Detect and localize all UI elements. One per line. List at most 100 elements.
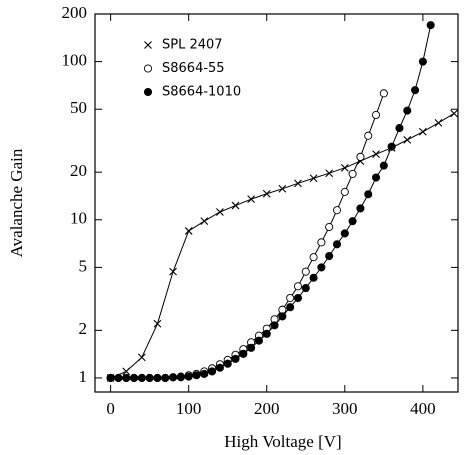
plot-frame <box>94 13 459 393</box>
y-tick-label: 2 <box>79 319 88 338</box>
marker-filled <box>231 354 240 363</box>
marker-open <box>348 169 357 178</box>
x-axis-label: High Voltage [V] <box>224 432 341 451</box>
marker-filled <box>340 229 349 238</box>
y-tick-label: 100 <box>62 51 88 70</box>
x-tick-label: 300 <box>332 399 358 418</box>
marker-filled <box>143 87 153 97</box>
marker-open <box>301 267 310 276</box>
marker-x <box>403 135 412 144</box>
marker-x <box>294 179 302 188</box>
marker-filled <box>106 373 115 382</box>
marker-x <box>418 127 427 136</box>
marker-filled <box>122 373 131 382</box>
marker-filled <box>426 21 435 30</box>
marker-x <box>262 189 271 198</box>
marker-open <box>364 131 373 140</box>
marker-x <box>153 319 162 328</box>
marker-filled <box>371 173 381 182</box>
marker-x <box>169 267 177 276</box>
marker-filled <box>278 312 287 321</box>
marker-x <box>372 150 380 159</box>
marker-filled <box>301 284 310 293</box>
marker-filled <box>161 373 170 382</box>
marker-x <box>450 109 458 118</box>
marker-filled <box>356 204 365 213</box>
marker-open <box>379 89 388 98</box>
legend-label: S8664-55 <box>162 61 225 76</box>
marker-filled <box>332 240 342 249</box>
marker-filled <box>254 336 263 345</box>
marker-filled <box>129 373 139 382</box>
marker-x <box>325 169 334 178</box>
y-tick-label: 5 <box>79 256 88 275</box>
marker-open <box>293 282 303 291</box>
marker-open <box>317 238 326 247</box>
x-tick-label: 200 <box>254 399 280 418</box>
marker-filled <box>223 359 232 368</box>
marker-x <box>184 227 193 235</box>
marker-x <box>340 163 349 172</box>
marker-x <box>278 184 287 193</box>
marker-filled <box>145 373 154 382</box>
marker-filled <box>137 373 146 382</box>
marker-filled <box>364 190 373 199</box>
marker-open <box>340 187 349 196</box>
marker-open <box>286 293 295 303</box>
marker-filled <box>348 217 357 226</box>
marker-filled <box>395 124 404 133</box>
marker-filled <box>200 369 209 378</box>
marker-filled <box>325 251 334 261</box>
marker-filled <box>418 57 427 66</box>
marker-open <box>325 222 334 232</box>
y-tick-label: 20 <box>70 161 87 180</box>
marker-x <box>216 208 224 216</box>
marker-x <box>200 217 209 226</box>
x-tick-label: 0 <box>106 399 115 418</box>
marker-x <box>434 118 443 127</box>
marker-open <box>143 64 153 73</box>
marker-open <box>309 253 318 262</box>
y-tick-label: 50 <box>70 98 87 117</box>
marker-filled <box>247 343 256 352</box>
marker-filled <box>317 263 326 272</box>
marker-filled <box>208 367 217 376</box>
marker-filled <box>411 86 420 95</box>
marker-x <box>122 367 131 376</box>
y-tick-label: 200 <box>62 3 88 22</box>
marker-filled <box>169 373 178 382</box>
marker-x <box>137 353 146 362</box>
marker-open <box>356 152 365 161</box>
y-tick-label: 10 <box>70 209 87 228</box>
marker-x <box>231 201 240 210</box>
marker-filled <box>215 363 224 372</box>
marker-filled <box>176 373 185 382</box>
marker-filled <box>262 329 271 338</box>
y-tick-label: 1 <box>79 367 88 386</box>
marker-filled <box>403 106 412 115</box>
y-axis-label: Avalanche Gain <box>7 148 26 257</box>
marker-filled <box>114 373 123 382</box>
marker-x <box>247 195 256 204</box>
marker-filled <box>153 373 162 382</box>
marker-filled <box>239 349 248 358</box>
x-tick-label: 100 <box>176 399 202 418</box>
marker-open <box>332 206 342 215</box>
marker-filled <box>192 371 201 380</box>
marker-open <box>278 305 287 314</box>
marker-filled <box>293 293 303 303</box>
marker-filled <box>184 372 193 381</box>
marker-filled <box>309 273 318 282</box>
marker-filled <box>286 303 295 312</box>
legend-label: S8664-1010 <box>162 85 241 100</box>
x-tick-label: 400 <box>410 399 436 418</box>
marker-filled <box>387 142 396 151</box>
marker-x <box>144 41 152 49</box>
marker-x <box>309 174 318 183</box>
legend-label: SPL 2407 <box>162 38 223 53</box>
series-line <box>110 113 455 379</box>
marker-filled <box>270 321 279 330</box>
marker-open <box>371 110 381 120</box>
marker-filled <box>379 161 388 170</box>
